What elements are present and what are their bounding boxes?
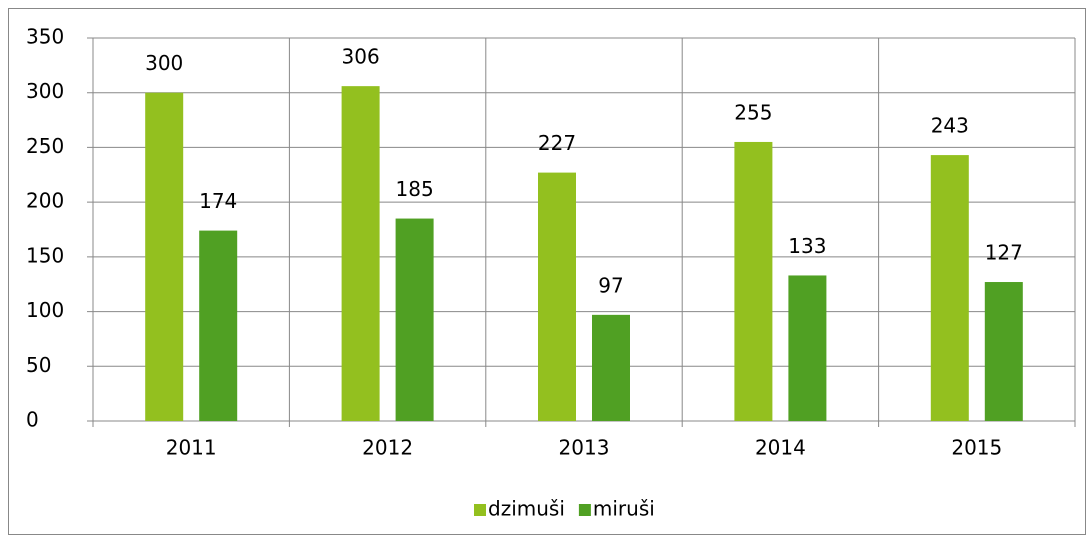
data-label: 185 <box>396 177 434 201</box>
legend-swatch <box>578 504 591 516</box>
y-tick-label: 350 <box>26 25 64 49</box>
x-tick-label: 2013 <box>559 436 610 460</box>
x-tick-label: 2014 <box>755 436 806 460</box>
bar <box>199 230 238 421</box>
data-label: 97 <box>598 273 623 297</box>
y-tick-label: 0 <box>26 408 39 432</box>
data-label: 174 <box>199 189 237 213</box>
data-label: 227 <box>538 131 576 155</box>
y-tick-label: 250 <box>26 134 64 158</box>
x-tick-label: 2015 <box>951 436 1002 460</box>
y-tick-label: 100 <box>26 298 64 322</box>
data-label: 300 <box>145 51 183 75</box>
data-label: 133 <box>788 234 826 258</box>
bar <box>930 155 969 422</box>
bar <box>341 86 380 422</box>
y-tick-label: 50 <box>26 353 51 377</box>
data-label: 255 <box>734 100 772 124</box>
x-tick-label: 2012 <box>362 436 413 460</box>
legend-label: miruši <box>593 497 655 521</box>
data-label: 243 <box>931 114 969 138</box>
bar <box>538 172 576 421</box>
bar <box>788 275 827 421</box>
bar <box>145 92 184 421</box>
x-tick-label: 2011 <box>166 436 217 460</box>
bar <box>592 314 630 421</box>
legend-swatch <box>474 504 486 516</box>
y-tick-label: 150 <box>26 243 64 267</box>
legend-label: dzimuši <box>488 497 565 521</box>
bar <box>984 282 1023 421</box>
y-tick-label: 200 <box>26 189 64 213</box>
bar <box>734 141 773 421</box>
data-label: 127 <box>985 241 1023 265</box>
y-tick-label: 300 <box>26 79 64 103</box>
bar <box>395 218 434 421</box>
data-label: 306 <box>342 45 380 69</box>
